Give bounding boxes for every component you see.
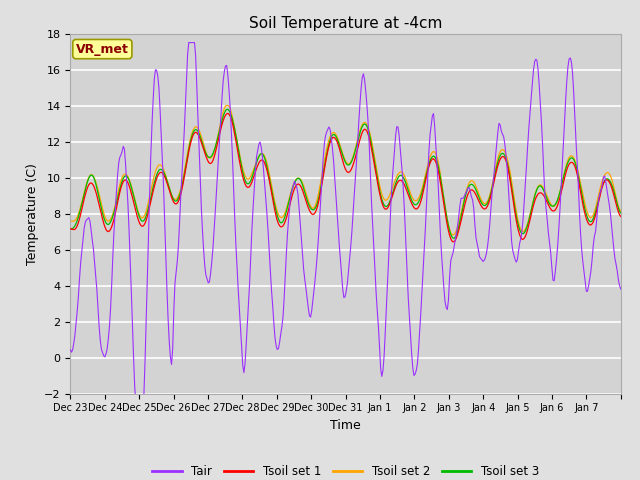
Tsoil set 2	[402, 177, 410, 182]
Tair	[377, 366, 385, 372]
Tsoil set 3	[300, 186, 307, 192]
Line: Tair: Tair	[70, 43, 621, 403]
Tair	[617, 286, 625, 292]
Tsoil set 3	[67, 227, 74, 232]
Text: VR_met: VR_met	[76, 43, 129, 56]
Line: Tsoil set 1: Tsoil set 1	[70, 113, 621, 242]
Tair	[185, 40, 193, 46]
Tsoil set 1	[239, 174, 246, 180]
Tsoil set 3	[617, 210, 625, 216]
Tsoil set 3	[376, 187, 383, 192]
Tsoil set 2	[449, 232, 457, 238]
Tsoil set 2	[617, 208, 625, 214]
X-axis label: Time: Time	[330, 419, 361, 432]
Title: Soil Temperature at -4cm: Soil Temperature at -4cm	[249, 16, 442, 31]
Tair	[403, 270, 411, 276]
Tsoil set 3	[224, 107, 232, 112]
Tsoil set 2	[569, 154, 577, 159]
Line: Tsoil set 3: Tsoil set 3	[70, 109, 621, 238]
Tair	[67, 347, 74, 353]
Tsoil set 1	[402, 185, 410, 191]
Tsoil set 2	[223, 103, 230, 108]
Tsoil set 2	[376, 182, 383, 188]
Tsoil set 1	[449, 239, 457, 245]
Line: Tsoil set 2: Tsoil set 2	[70, 106, 621, 235]
Tair	[301, 277, 308, 283]
Tsoil set 2	[474, 186, 481, 192]
Tsoil set 1	[617, 214, 625, 219]
Tsoil set 1	[67, 226, 74, 232]
Tair	[132, 400, 140, 406]
Tsoil set 3	[569, 155, 577, 161]
Y-axis label: Temperature (C): Temperature (C)	[26, 163, 38, 264]
Tsoil set 1	[569, 160, 577, 166]
Tsoil set 3	[451, 235, 458, 241]
Tsoil set 2	[300, 183, 307, 189]
Tsoil set 3	[402, 180, 410, 186]
Tsoil set 1	[300, 191, 307, 196]
Tair	[474, 240, 481, 246]
Tsoil set 2	[239, 166, 246, 171]
Tsoil set 2	[67, 218, 74, 224]
Tsoil set 3	[239, 169, 246, 175]
Legend: Tair, Tsoil set 1, Tsoil set 2, Tsoil set 3: Tair, Tsoil set 1, Tsoil set 2, Tsoil se…	[147, 461, 544, 480]
Tair	[569, 70, 577, 76]
Tsoil set 1	[376, 190, 383, 196]
Tsoil set 1	[224, 110, 232, 116]
Tsoil set 1	[474, 194, 481, 200]
Tair	[240, 370, 248, 375]
Tsoil set 3	[474, 190, 481, 196]
